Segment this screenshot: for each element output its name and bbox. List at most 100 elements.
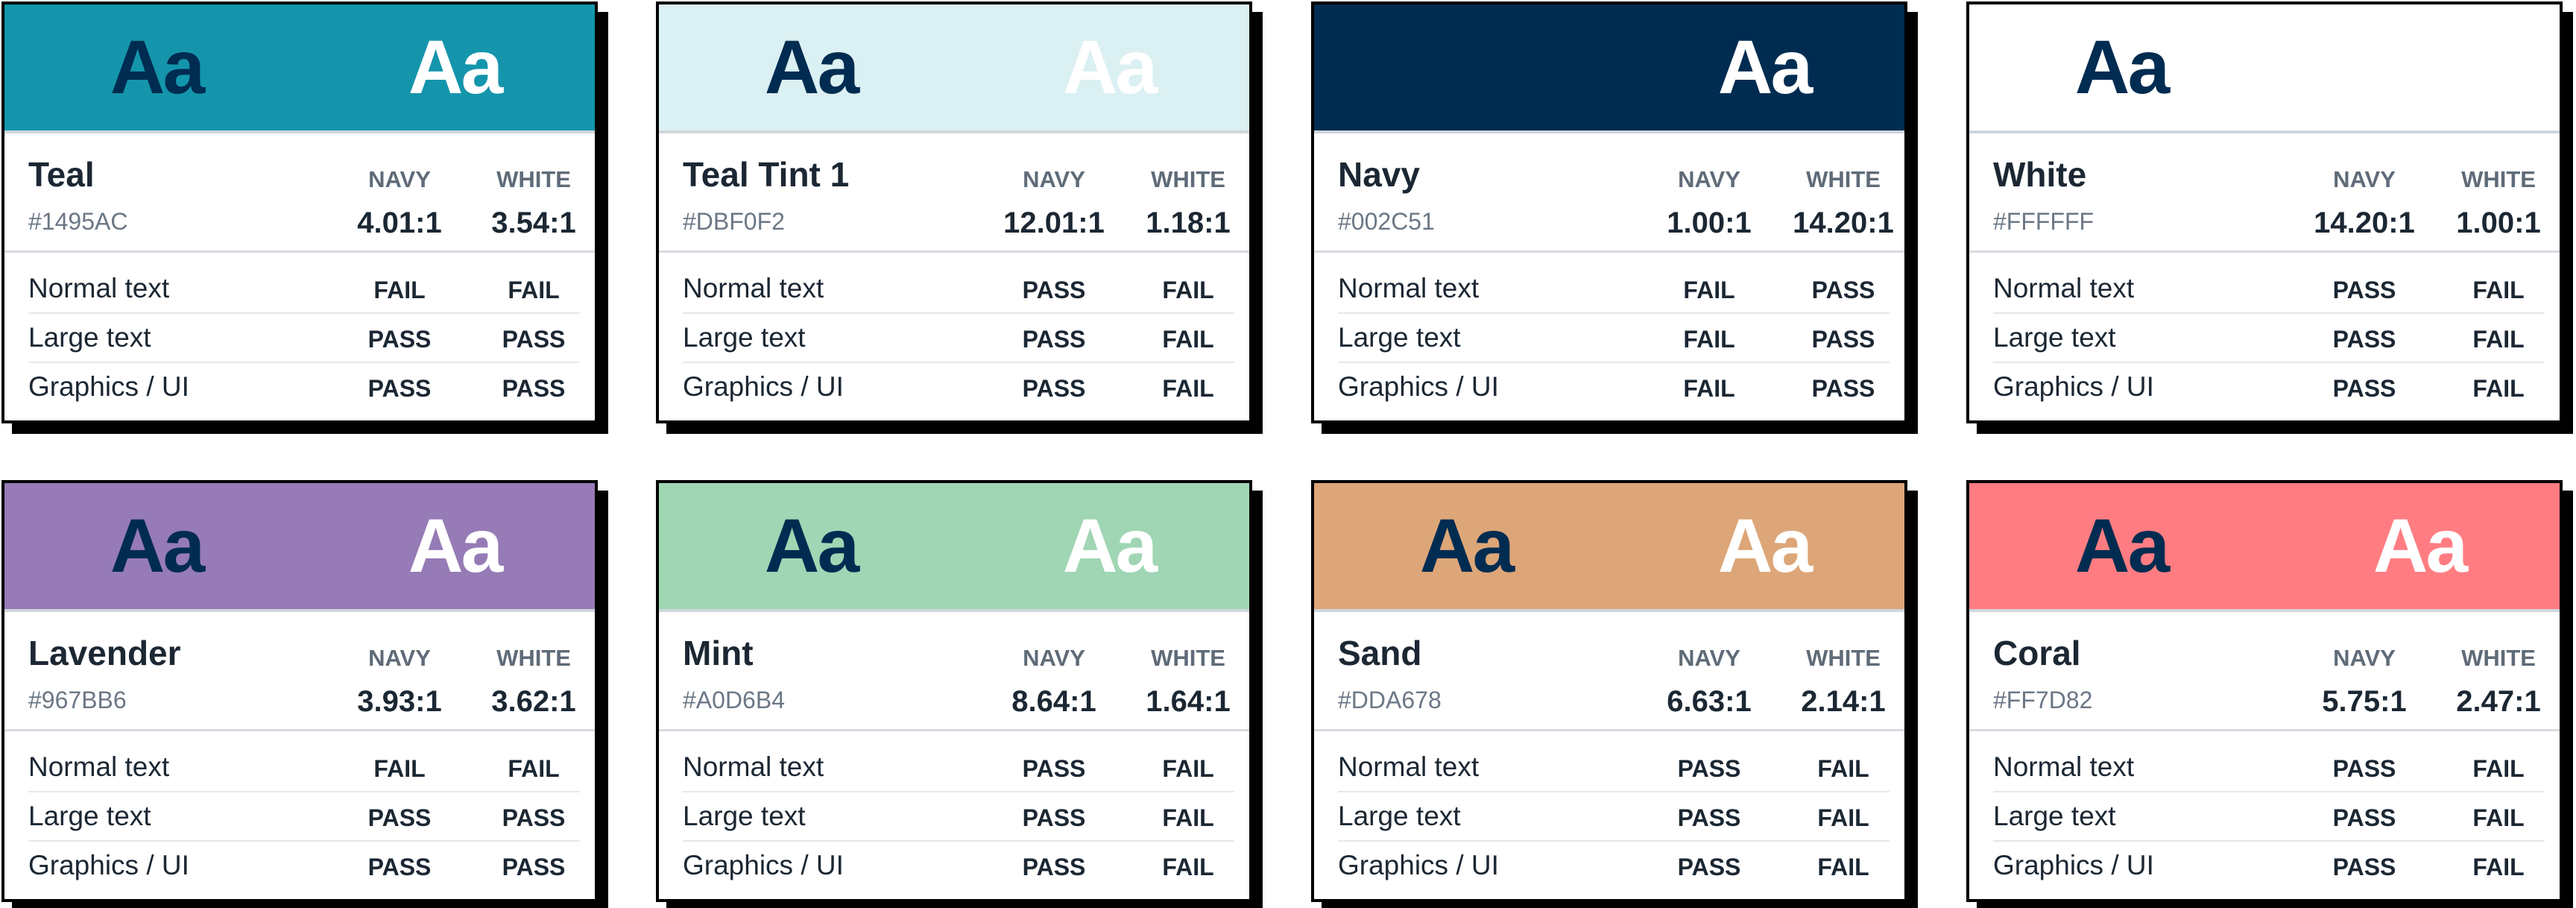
color-swatch: Aa Aa	[4, 4, 595, 133]
row-label: Normal text	[1993, 273, 2135, 303]
white-result: PASS	[502, 326, 566, 353]
column-header-white: WHITE	[1806, 166, 1881, 192]
navy-result: PASS	[1677, 804, 1741, 831]
color-swatch: Aa Aa	[1314, 483, 1904, 612]
white-result: FAIL	[2472, 755, 2525, 782]
navy-result: PASS	[2332, 755, 2396, 782]
color-swatch: Aa Aa	[4, 483, 595, 612]
white-result: FAIL	[1817, 755, 1869, 782]
white-contrast-ratio: 2.14:1	[1801, 685, 1886, 718]
white-sample-text: Aa	[2373, 25, 2468, 110]
row-label: Graphics / UI	[1338, 850, 1499, 880]
color-hex: #FF7D82	[1993, 687, 2093, 713]
white-sample-text: Aa	[1062, 503, 1158, 588]
column-header-navy: NAVY	[1023, 645, 1085, 671]
result-row: Normal text PASS FAIL	[1993, 263, 2545, 314]
result-row: Large text PASS FAIL	[1993, 791, 2545, 842]
navy-result: FAIL	[1683, 326, 1735, 353]
navy-result: PASS	[2332, 804, 2396, 831]
color-contrast-card-teal: Aa Aa Teal #1495AC NAVY WHITE 4.01:1 3.5…	[1, 1, 598, 423]
result-row: Graphics / UI PASS PASS	[28, 840, 580, 889]
white-result: FAIL	[1162, 804, 1214, 831]
result-row: Large text FAIL PASS	[1338, 312, 1890, 363]
result-row: Normal text PASS FAIL	[683, 263, 1234, 314]
row-label: Large text	[1993, 801, 2116, 831]
column-header-white: WHITE	[1151, 166, 1225, 192]
navy-sample-text: Aa	[764, 25, 859, 110]
white-contrast-ratio: 2.47:1	[2456, 685, 2541, 718]
navy-result: PASS	[2332, 375, 2396, 402]
divider	[1314, 729, 1904, 731]
color-name: Sand	[1338, 634, 1422, 672]
white-result: PASS	[502, 804, 566, 831]
column-header-white: WHITE	[1151, 645, 1225, 671]
white-result: PASS	[1811, 326, 1875, 353]
navy-contrast-ratio: 8.64:1	[1011, 685, 1096, 718]
navy-result: FAIL	[373, 277, 426, 303]
navy-sample-text: Aa	[2074, 503, 2170, 588]
color-contrast-card-mint: Aa Aa Mint #A0D6B4 NAVY WHITE 8.64:1 1.6…	[656, 480, 1252, 902]
column-header-navy: NAVY	[2333, 166, 2396, 192]
color-contrast-card-coral: Aa Aa Coral #FF7D82 NAVY WHITE 5.75:1 2.…	[1966, 480, 2563, 902]
column-header-navy: NAVY	[1678, 645, 1740, 671]
color-name: Lavender	[28, 634, 181, 672]
column-header-navy: NAVY	[368, 645, 431, 671]
column-header-navy: NAVY	[368, 166, 431, 192]
navy-result: FAIL	[1683, 375, 1735, 402]
color-contrast-card-white: Aa Aa White #FFFFFF NAVY WHITE 14.20:1 1…	[1966, 1, 2563, 423]
white-result: FAIL	[1162, 375, 1214, 402]
navy-result: PASS	[1022, 326, 1086, 353]
color-contrast-card-navy: Aa Aa Navy #002C51 NAVY WHITE 1.00:1 14.…	[1311, 1, 1907, 423]
white-result: FAIL	[2472, 277, 2525, 303]
result-row: Graphics / UI PASS PASS	[28, 362, 580, 411]
navy-result: PASS	[1677, 854, 1741, 880]
color-swatch: Aa Aa	[1314, 4, 1904, 133]
divider	[4, 250, 595, 253]
row-label: Graphics / UI	[1338, 371, 1499, 402]
navy-sample-text: Aa	[2074, 25, 2170, 110]
white-sample-text: Aa	[2373, 503, 2468, 588]
color-name: Coral	[1993, 634, 2081, 672]
white-contrast-ratio: 1.64:1	[1146, 685, 1231, 718]
color-name: Teal Tint 1	[683, 155, 850, 194]
navy-result: PASS	[2332, 277, 2396, 303]
result-row: Normal text PASS FAIL	[1993, 742, 2545, 792]
navy-result: PASS	[1022, 854, 1086, 880]
row-label: Graphics / UI	[28, 371, 189, 402]
navy-result: PASS	[367, 375, 432, 402]
column-header-white: WHITE	[2461, 645, 2536, 671]
color-hex: #DBF0F2	[683, 208, 785, 235]
navy-sample-text: Aa	[1419, 503, 1515, 588]
white-result: FAIL	[508, 755, 560, 782]
color-hex: #FFFFFF	[1993, 208, 2094, 235]
result-row: Large text PASS PASS	[28, 312, 580, 363]
color-contrast-card-teal-tint-1: Aa Aa Teal Tint 1 #DBF0F2 NAVY WHITE 12.…	[656, 1, 1252, 423]
result-row: Graphics / UI PASS FAIL	[1993, 840, 2545, 889]
result-row: Graphics / UI PASS FAIL	[683, 362, 1234, 411]
color-hex: #DDA678	[1338, 687, 1442, 713]
color-contrast-card-lavender: Aa Aa Lavender #967BB6 NAVY WHITE 3.93:1…	[1, 480, 598, 902]
color-swatch: Aa Aa	[1969, 483, 2560, 612]
row-label: Normal text	[1993, 751, 2135, 782]
white-result: PASS	[1811, 375, 1875, 402]
white-sample-text: Aa	[408, 25, 503, 110]
row-label: Graphics / UI	[683, 371, 844, 402]
divider	[1969, 729, 2560, 731]
row-label: Large text	[683, 322, 806, 353]
divider	[4, 729, 595, 731]
result-row: Normal text PASS FAIL	[683, 742, 1234, 792]
white-result: FAIL	[1162, 277, 1214, 303]
navy-result: PASS	[1677, 755, 1741, 782]
color-hex: #967BB6	[28, 687, 127, 713]
result-row: Graphics / UI PASS FAIL	[1993, 362, 2545, 411]
row-label: Large text	[1993, 322, 2116, 353]
row-label: Normal text	[1338, 273, 1480, 303]
row-label: Large text	[28, 801, 151, 831]
white-result: FAIL	[1817, 854, 1869, 880]
row-label: Graphics / UI	[1993, 850, 2154, 880]
navy-contrast-ratio: 4.01:1	[357, 206, 442, 239]
row-label: Large text	[1338, 322, 1461, 353]
row-label: Normal text	[683, 273, 824, 303]
result-row: Normal text PASS FAIL	[1338, 742, 1890, 792]
